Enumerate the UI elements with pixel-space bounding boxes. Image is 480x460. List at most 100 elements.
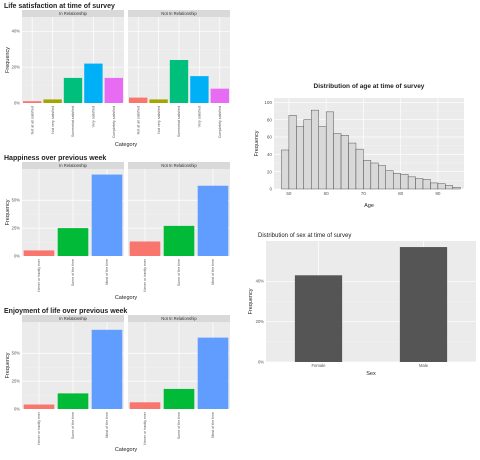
y-tick-label: 40% (256, 279, 265, 284)
age-histogram-chart: Distribution of age at time of survey 0 20… (244, 78, 474, 223)
x-tick-label: 80 (398, 191, 404, 196)
bar-in-relationship-not-very-satisfied (43, 99, 62, 103)
life-satisfaction-chart: Life satisfaction at time of survey In R… (0, 0, 240, 152)
facet-label: In Relationship (59, 11, 87, 16)
histogram-bar (340, 135, 349, 190)
enjoyment-svg: In Relationship Never or hardly ever Some … (5, 315, 230, 453)
x-tick-label: Some of the time (71, 259, 75, 286)
bar-not-in-relationship-most-of-the-time (197, 185, 229, 256)
x-axis-label: Category (115, 142, 138, 148)
y-axis-label: Frequency (5, 47, 11, 73)
histogram-bar (303, 119, 312, 190)
x-tick-label: Very satisfied (198, 106, 202, 127)
x-axis-label: Category (115, 447, 138, 453)
bar-not-in-relationship-somewhat-satisfied (169, 60, 189, 103)
y-tick-label: 50% (12, 351, 21, 356)
histogram-bar (385, 170, 394, 190)
histogram-bar (348, 142, 357, 190)
bar-in-relationship-some-of-the-time (57, 393, 89, 409)
histogram-bar (363, 160, 372, 190)
y-tick-label: 20% (12, 65, 21, 70)
happiness-chart: Happiness over previous week In Relation… (0, 152, 240, 302)
histogram-bar (311, 109, 319, 190)
x-tick-label: Some of the time (177, 259, 181, 286)
x-tick-label: Very satisfied (92, 106, 96, 127)
sex-distribution-chart: Distribution of sex at time of survey 0%… (244, 230, 480, 380)
x-tick-label: Completely satisfied (218, 106, 222, 138)
y-tick-label: 0% (14, 406, 20, 411)
histogram-bar (333, 133, 342, 190)
chart-title: Enjoyment of life over previous week (4, 308, 128, 315)
bar-in-relationship-most-of-the-time (91, 329, 123, 409)
bar-in-relationship-very-satisfied (84, 63, 103, 103)
facet-strip (128, 315, 230, 322)
y-tick-label: 50% (12, 198, 21, 203)
x-tick-label: Never or hardly ever (143, 258, 147, 291)
x-tick-label: Somewhat satisfied (177, 106, 181, 137)
y-tick-label: 0% (14, 100, 20, 105)
histogram-bar (430, 182, 439, 190)
histogram-bar (415, 178, 424, 190)
y-tick-label: 80 (267, 117, 273, 122)
bar-not-in-relationship-completely-satisfied (210, 88, 229, 103)
x-axis-label: Age (364, 203, 374, 209)
x-tick-label: Most of the time (211, 412, 215, 438)
y-axis-label: Frequency (5, 352, 11, 378)
facet-label: In Relationship (59, 163, 87, 168)
histogram-bar (288, 115, 297, 190)
bar-not-in-relationship-not-very-satisfied (149, 99, 168, 103)
facet-strip (22, 10, 124, 17)
bar-in-relationship-some-of-the-time (57, 228, 89, 256)
bar-not-in-relationship-not-at-all-satisfied (129, 97, 148, 103)
x-tick-label: Never or hardly ever (143, 411, 147, 444)
histogram-bar (318, 126, 327, 190)
bar-female (294, 275, 343, 362)
bar-not-in-relationship-never-or-hardly-ever (129, 402, 161, 409)
x-tick-label: Most of the time (211, 259, 215, 285)
bar-not-in-relationship-never-or-hardly-ever (129, 241, 161, 256)
y-tick-label: 60 (267, 135, 273, 140)
x-tick-label: Never or hardly ever (37, 258, 41, 291)
bar-not-in-relationship-some-of-the-time (163, 225, 195, 256)
facet-label: Not In Relationship (161, 316, 197, 321)
histogram-bar (370, 162, 379, 190)
chart-title: Distribution of age at time of survey (314, 83, 425, 90)
y-tick-label: 20 (267, 169, 273, 174)
x-tick-label: Not at all satisfied (30, 106, 34, 134)
x-tick-label: 90 (435, 191, 441, 196)
y-axis-label: Frequency (248, 288, 254, 314)
bar-in-relationship-most-of-the-time (91, 174, 123, 256)
x-tick-label: Never or hardly ever (37, 411, 41, 444)
chart-title: Happiness over previous week (4, 155, 107, 162)
x-tick-label: Male (419, 363, 429, 368)
facet-label: In Relationship (59, 316, 87, 321)
bar-in-relationship-completely-satisfied (104, 77, 123, 103)
happiness-svg: In Relationship Never or hardly ever Some … (5, 162, 230, 301)
x-tick-label: Not at all satisfied (136, 106, 140, 134)
x-axis-label: Category (115, 295, 138, 301)
histogram-bar (296, 126, 305, 190)
histogram-bar (355, 148, 364, 190)
y-tick-label: 25% (12, 379, 21, 384)
y-axis-label: Frequency (254, 130, 260, 156)
x-tick-label: Some of the time (71, 412, 75, 439)
x-tick-label: Female (312, 363, 327, 368)
y-tick-label: 20% (256, 319, 265, 324)
x-tick-label: Some of the time (177, 412, 181, 439)
x-tick-label: Not very satisfied (51, 106, 55, 134)
y-axis-label: Frequency (5, 199, 11, 225)
life-satisfaction-svg: In Relationship Not at all satisfied Not v… (5, 10, 230, 148)
y-tick-label: 25% (12, 226, 21, 231)
y-tick-label: 0 (269, 187, 272, 192)
bar-in-relationship-never-or-hardly-ever (23, 404, 55, 409)
y-tick-label: 0% (258, 359, 264, 364)
x-tick-label: 50 (286, 191, 292, 196)
x-tick-label: Somewhat satisfied (71, 106, 75, 137)
histogram-bar (422, 179, 431, 190)
age-histogram-svg: Distribution of age at time of survey 0 20… (254, 83, 464, 209)
histogram-bar (437, 183, 446, 190)
facet-strip (22, 162, 124, 169)
y-tick-label: 100 (264, 100, 272, 105)
bar-in-relationship-never-or-hardly-ever (23, 250, 55, 256)
bar-not-in-relationship-most-of-the-time (197, 337, 229, 409)
